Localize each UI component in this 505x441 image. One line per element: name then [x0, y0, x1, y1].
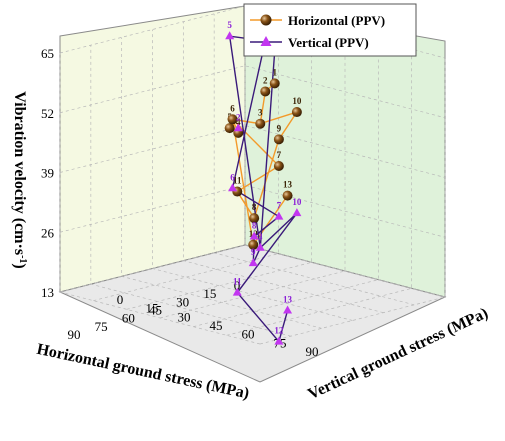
y-grid-line [159, 32, 346, 319]
horizontal-point-label: 1 [272, 67, 277, 77]
horizontal-point-label: 10 [292, 96, 302, 106]
x-tick-label: 15 [203, 286, 216, 301]
horizontal-point-marker [224, 123, 235, 134]
y-grid-line [126, 23, 313, 310]
y-grid-line [193, 40, 379, 328]
vertical-point-label: 10 [292, 197, 302, 207]
legend-marker-vertical [260, 36, 272, 46]
y-grid-line [226, 49, 413, 336]
y-tick-label: 15 [146, 301, 159, 316]
x-grid-line [244, 6, 446, 298]
vertical-point-marker [292, 208, 302, 217]
tick-labels: 132639526501530456075900153045607590 [41, 46, 319, 359]
horizontal-point-marker [227, 114, 238, 125]
horizontal-point-label: 3 [258, 108, 263, 118]
y-grid-line [93, 14, 279, 302]
horizontal-point-label: 11 [233, 176, 242, 186]
vertical-point-marker [248, 258, 258, 267]
horizontal-point-label: 6 [230, 103, 235, 113]
horizontal-series-line [228, 82, 299, 247]
horizontal-point-label: 8 [252, 202, 257, 212]
legend-marker-horizontal [260, 14, 272, 26]
vertical-point-label: 12 [274, 326, 284, 336]
x-tick-label: 30 [176, 294, 189, 309]
y-tick-label: 60 [242, 327, 255, 342]
vertical-point-marker [283, 305, 293, 314]
vertical-point-label: 5 [227, 20, 232, 30]
vertical-point-marker [232, 287, 242, 296]
vertical-point-label: 8 [252, 221, 257, 231]
grid-lines [59, 5, 446, 345]
vertical-point-marker [249, 231, 259, 240]
z-tick-label: 26 [41, 225, 55, 240]
x-grid-line [213, 13, 415, 306]
x-tick-label: 0 [234, 278, 241, 293]
vertical-point-label: 13 [283, 295, 293, 305]
legend-box [243, 3, 417, 57]
z-axis-title: Vibration velocity (cm·s-1) [11, 91, 28, 269]
vertical-point-marker [233, 123, 243, 132]
y-tick-label: 90 [306, 344, 319, 359]
horizontal-point-label: 7 [277, 150, 282, 160]
horizontal-point-marker [273, 134, 284, 145]
vertical-point-label: 6 [230, 172, 235, 182]
y-tick-label: 30 [178, 309, 191, 324]
x-tick-label: 45 [149, 303, 162, 318]
vertical-point-label: 2 [236, 112, 241, 122]
horizontal-point-marker [269, 78, 280, 89]
y-tick-label: 45 [210, 318, 223, 333]
x-tick-label: 90 [68, 327, 81, 342]
x-grid-line [152, 29, 353, 321]
horizontal-point-marker [255, 118, 266, 129]
legend-label-vertical: Vertical (PPV) [288, 35, 369, 50]
y-grid-line [259, 58, 446, 345]
vertical-point-marker [225, 31, 235, 40]
vertical-point-marker [274, 211, 284, 220]
horizontal-point-marker [248, 239, 259, 250]
vertical-point-label: 7 [277, 201, 282, 211]
vertical-point-label: 3 [258, 232, 263, 242]
z-tick-label: 65 [41, 46, 54, 61]
horizontal-point-label: 4 [236, 117, 241, 127]
legend-label-horizontal: Horizontal (PPV) [288, 13, 385, 28]
y-grid-line [59, 6, 246, 293]
horizontal-point-marker [282, 190, 293, 201]
z-tick-label: 52 [41, 106, 54, 121]
z-tick-label: 13 [41, 285, 54, 300]
horizontal-point-label: 2 [263, 75, 268, 85]
x-tick-label: 75 [95, 319, 108, 334]
horizontal-point-label: 9 [277, 123, 282, 133]
horizontal-point-marker [249, 213, 260, 224]
vertical-point-marker [228, 183, 238, 192]
horizontal-point-marker [291, 107, 302, 118]
x-grid-line [121, 37, 322, 329]
vertical-point-marker [255, 242, 265, 251]
legend: Horizontal (PPV) Vertical (PPV) [243, 3, 417, 57]
vertical-point-label: 11 [233, 277, 242, 287]
vertical-point-marker [274, 336, 284, 345]
horizontal-point-marker [273, 161, 284, 172]
z-tick-label: 39 [41, 166, 54, 181]
horizontal-point-marker [260, 86, 271, 97]
y-tick-label: 0 [117, 292, 124, 307]
vertical-point-label: 9 [251, 247, 256, 257]
x-tick-label: 60 [122, 311, 135, 326]
horizontal-point-label: 13 [283, 180, 293, 190]
